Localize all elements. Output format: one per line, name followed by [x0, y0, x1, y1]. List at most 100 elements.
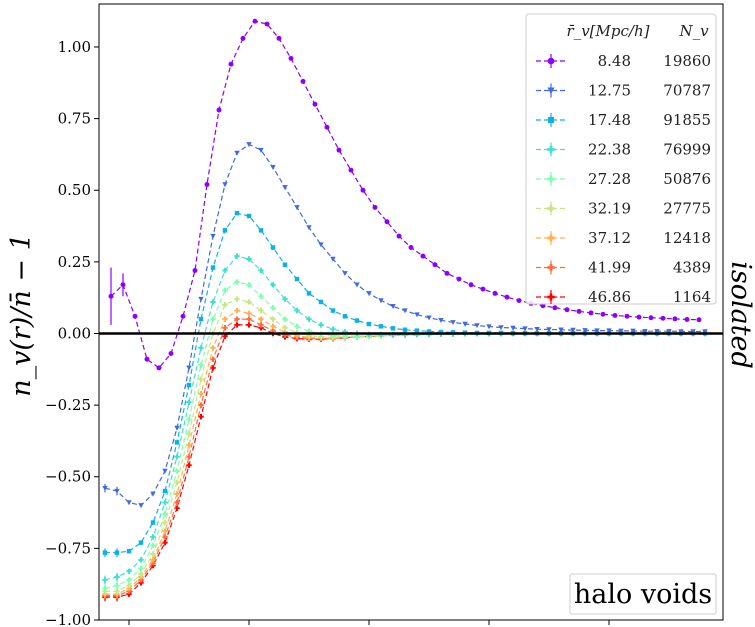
data-point	[126, 582, 132, 589]
data-point	[684, 316, 690, 322]
series-line-37.12	[105, 309, 705, 595]
data-point	[240, 35, 246, 41]
data-point	[360, 187, 366, 193]
legend-entry-12.75: 12.75 70787	[536, 82, 711, 100]
data-point	[492, 290, 498, 296]
data-point	[372, 204, 378, 210]
data-point	[294, 205, 300, 211]
data-point	[576, 308, 582, 314]
data-point	[258, 147, 264, 153]
data-point	[318, 322, 324, 328]
data-point	[258, 316, 264, 322]
data-point	[366, 291, 372, 297]
data-point	[150, 551, 156, 557]
data-point	[306, 225, 312, 231]
data-point	[222, 302, 228, 308]
data-point	[276, 35, 282, 41]
y-tick-label: −0.75	[45, 539, 91, 557]
data-point	[378, 298, 384, 304]
data-point	[234, 307, 240, 314]
data-point	[438, 318, 444, 324]
data-point	[390, 326, 396, 331]
data-point	[264, 21, 270, 27]
data-point	[612, 312, 618, 318]
data-point	[330, 326, 336, 332]
data-point	[186, 453, 192, 460]
data-point	[216, 107, 222, 113]
data-point	[138, 503, 144, 509]
annotation-text: halo voids	[574, 579, 712, 610]
y-tick-label: 0.00	[58, 324, 91, 342]
legend-count: 70787	[663, 82, 711, 100]
legend-count: 27775	[663, 200, 711, 218]
data-point	[354, 318, 360, 323]
data-point	[132, 313, 138, 319]
data-point	[594, 328, 600, 334]
data-point	[636, 314, 642, 320]
data-point	[150, 520, 156, 525]
data-point	[414, 328, 420, 333]
data-point	[222, 228, 228, 233]
legend-radius: 17.48	[588, 111, 631, 129]
data-point	[390, 304, 396, 309]
data-point	[660, 315, 666, 321]
plot-area	[99, 18, 723, 602]
data-point	[234, 279, 240, 285]
data-point	[258, 322, 264, 328]
data-point	[516, 298, 522, 304]
data-point	[312, 101, 318, 107]
y-tick-label: −1.00	[45, 611, 91, 627]
data-point	[618, 328, 624, 334]
data-point	[210, 265, 216, 270]
data-point	[174, 453, 180, 460]
data-point	[126, 585, 132, 592]
data-point	[126, 548, 132, 554]
data-point	[204, 182, 210, 187]
data-point	[198, 413, 204, 420]
legend-radius: 41.99	[588, 259, 631, 277]
data-point	[210, 345, 216, 351]
data-point	[510, 325, 516, 331]
data-point	[246, 316, 252, 322]
data-point	[258, 228, 264, 233]
data-point	[342, 314, 348, 319]
data-point	[270, 165, 276, 171]
data-point	[144, 356, 150, 362]
legend-entry-32.19: 32.19 27775	[536, 200, 711, 218]
legend-radius: 27.28	[588, 170, 631, 188]
data-point	[522, 326, 528, 332]
data-point	[444, 270, 450, 276]
data-point	[186, 442, 192, 448]
data-point	[306, 291, 312, 296]
data-point	[426, 315, 432, 321]
data-point	[252, 18, 258, 24]
data-point	[558, 327, 564, 333]
plot-frame	[98, 3, 724, 621]
data-point	[186, 399, 192, 405]
series-line-8.48	[110, 20, 700, 369]
legend-marker	[547, 263, 555, 272]
data-point	[672, 316, 678, 322]
data-point	[282, 296, 288, 302]
data-point	[126, 588, 132, 595]
data-point	[402, 327, 408, 333]
data-point	[678, 329, 684, 335]
data-point	[336, 147, 342, 153]
data-point	[270, 245, 276, 250]
data-point	[462, 321, 468, 327]
data-point	[582, 328, 588, 334]
data-point	[234, 210, 240, 216]
data-point	[654, 328, 660, 334]
data-point	[138, 571, 144, 577]
y-tick-label: 1.00	[58, 38, 91, 56]
data-point	[162, 468, 168, 474]
data-point	[198, 402, 204, 408]
data-point	[342, 333, 348, 339]
data-point	[186, 365, 192, 371]
data-point	[330, 308, 336, 313]
y-tick-label: 0.25	[58, 253, 91, 271]
data-point	[456, 276, 462, 282]
data-point	[234, 253, 240, 259]
legend-entry-41.99: 41.99 4389	[536, 259, 711, 277]
data-point	[174, 491, 180, 497]
